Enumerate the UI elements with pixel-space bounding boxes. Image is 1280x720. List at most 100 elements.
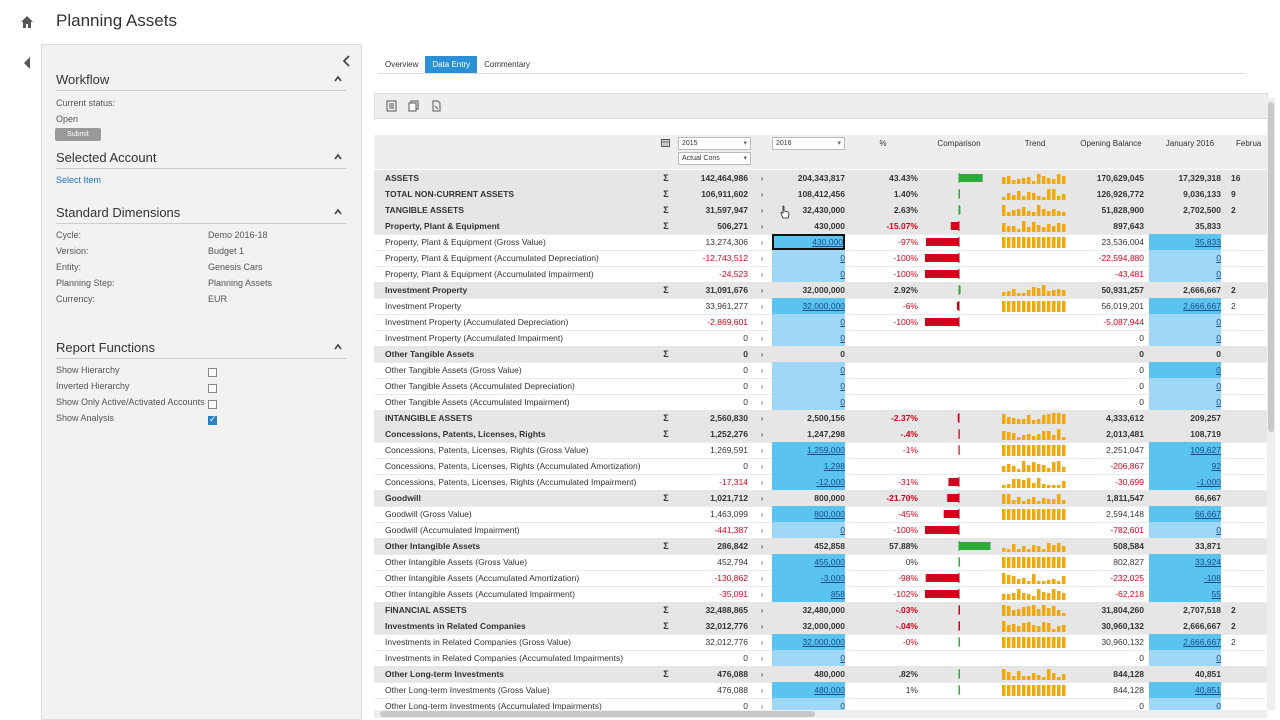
sum-icon[interactable]: Σ [663,285,669,295]
january-input[interactable]: 2,666,667 [1149,298,1221,314]
january-cell[interactable]: 2,666,667 2 [1149,298,1268,314]
january-input[interactable]: 0 [1149,266,1221,282]
chevron-right-icon[interactable]: › [760,333,764,343]
standard-dimensions-section-header[interactable]: Standard Dimensions [56,204,346,224]
january-input[interactable]: 0 [1149,250,1221,266]
january-cell[interactable]: 0 [1149,394,1268,410]
chevron-right-icon[interactable]: › [760,269,764,279]
chevron-right-icon[interactable]: › [760,301,764,311]
table-icon[interactable] [661,139,670,147]
chevron-right-icon[interactable]: › [760,397,764,407]
january-cell[interactable]: -108 [1149,570,1268,586]
january-input[interactable]: 0 [1149,362,1221,378]
chevron-right-icon[interactable]: › [760,509,764,519]
january-cell[interactable]: 55 [1149,586,1268,602]
value-2016-input[interactable]: 0 [772,650,845,666]
horizontal-scrollbar[interactable] [374,710,1267,718]
january-input[interactable]: 0 [1149,522,1221,538]
chevron-right-icon[interactable]: › [760,477,764,487]
january-input[interactable]: 35,833 [1149,234,1221,250]
chevron-right-icon[interactable]: › [760,685,764,695]
horizontal-scroll-thumb[interactable] [380,711,815,717]
chevron-right-icon[interactable]: › [760,589,764,599]
chevron-up-icon[interactable] [334,343,342,351]
january-input[interactable]: 66,667 [1149,506,1221,522]
january-cell[interactable]: 66,667 [1149,506,1268,522]
sum-icon[interactable]: Σ [663,205,669,215]
chevron-right-icon[interactable]: › [760,317,764,327]
vertical-scrollbar[interactable] [1267,98,1275,710]
report-functions-section-header[interactable]: Report Functions [56,339,346,359]
january-cell[interactable]: 0 [1149,362,1268,378]
report-function-checkbox[interactable] [208,384,217,393]
chevron-right-icon[interactable]: › [760,669,764,679]
chevron-right-icon[interactable]: › [760,189,764,199]
chevron-right-icon[interactable]: › [760,557,764,567]
vertical-scroll-thumb[interactable] [1268,102,1274,432]
january-cell[interactable]: 2,666,667 2 [1149,634,1268,650]
year1-select[interactable]: 2015 [678,137,751,150]
january-input[interactable]: 2,666,667 [1149,634,1221,650]
january-cell[interactable]: 40,851 [1149,682,1268,698]
year2-select[interactable]: 2016 [772,137,845,150]
chevron-right-icon[interactable]: › [760,253,764,263]
chevron-right-icon[interactable]: › [760,701,764,711]
value-2016-input[interactable]: -3,000 [772,570,845,586]
january-cell[interactable]: 0 [1149,650,1268,666]
tab-overview[interactable]: Overview [385,60,419,69]
sum-icon[interactable]: Σ [663,429,669,439]
value-2016-input[interactable]: 0 [772,394,845,410]
value-2016-input[interactable]: 1,298 [772,458,845,474]
january-cell[interactable]: 0 [1149,314,1268,330]
january-input[interactable]: 109,627 [1149,442,1221,458]
january-input[interactable]: 0 [1149,378,1221,394]
chevron-left-icon[interactable] [343,55,351,67]
chevron-right-icon[interactable]: › [760,493,764,503]
submit-button[interactable]: Submit [55,128,101,141]
january-cell[interactable]: 0 [1149,250,1268,266]
chevron-right-icon[interactable]: › [760,205,764,215]
report-function-checkbox[interactable] [208,400,217,409]
sum-icon[interactable]: Σ [663,621,669,631]
sum-icon[interactable]: Σ [663,413,669,423]
chevron-right-icon[interactable]: › [760,381,764,391]
collapse-nav-icon[interactable] [22,56,32,70]
sum-icon[interactable]: Σ [663,541,669,551]
value-2016-input[interactable]: 480,000 [772,682,845,698]
value-2016-input[interactable]: 32,000,000 [772,298,845,314]
january-cell[interactable]: 0 [1149,330,1268,346]
value-2016-input[interactable]: 0 [772,362,845,378]
january-input[interactable]: 55 [1149,586,1221,602]
tab-data-entry[interactable]: Data Entry [425,56,478,73]
tab-commentary[interactable]: Commentary [484,60,530,69]
value-2016-input[interactable]: 1,259,000 [772,442,845,458]
january-input[interactable]: -1,000 [1149,474,1221,490]
chevron-right-icon[interactable]: › [760,541,764,551]
chevron-right-icon[interactable]: › [760,429,764,439]
january-input[interactable]: 0 [1149,650,1221,666]
january-cell[interactable]: 0 [1149,522,1268,538]
value-2016-input[interactable]: 430,000 [772,234,845,250]
value-2016-input[interactable]: -12,000 [772,474,845,490]
chevron-right-icon[interactable]: › [760,461,764,471]
january-cell[interactable]: -1,000 [1149,474,1268,490]
value-2016-input[interactable]: 455,000 [772,554,845,570]
report-function-checkbox[interactable] [208,368,217,377]
sum-icon[interactable]: Σ [663,605,669,615]
january-cell[interactable]: 0 [1149,266,1268,282]
workflow-section-header[interactable]: Workflow [56,71,346,91]
chevron-right-icon[interactable]: › [760,573,764,583]
chevron-right-icon[interactable]: › [760,653,764,663]
document-icon[interactable] [431,100,442,112]
chevron-right-icon[interactable]: › [760,525,764,535]
value-2016-input[interactable]: 0 [772,522,845,538]
january-cell[interactable]: 92 [1149,458,1268,474]
sum-icon[interactable]: Σ [663,669,669,679]
value-2016-input[interactable]: 800,000 [772,506,845,522]
january-input[interactable]: 33,924 [1149,554,1221,570]
sum-icon[interactable]: Σ [663,173,669,183]
chevron-right-icon[interactable]: › [760,285,764,295]
chevron-right-icon[interactable]: › [760,605,764,615]
value-2016-input[interactable]: 0 [772,250,845,266]
sum-icon[interactable]: Σ [663,221,669,231]
